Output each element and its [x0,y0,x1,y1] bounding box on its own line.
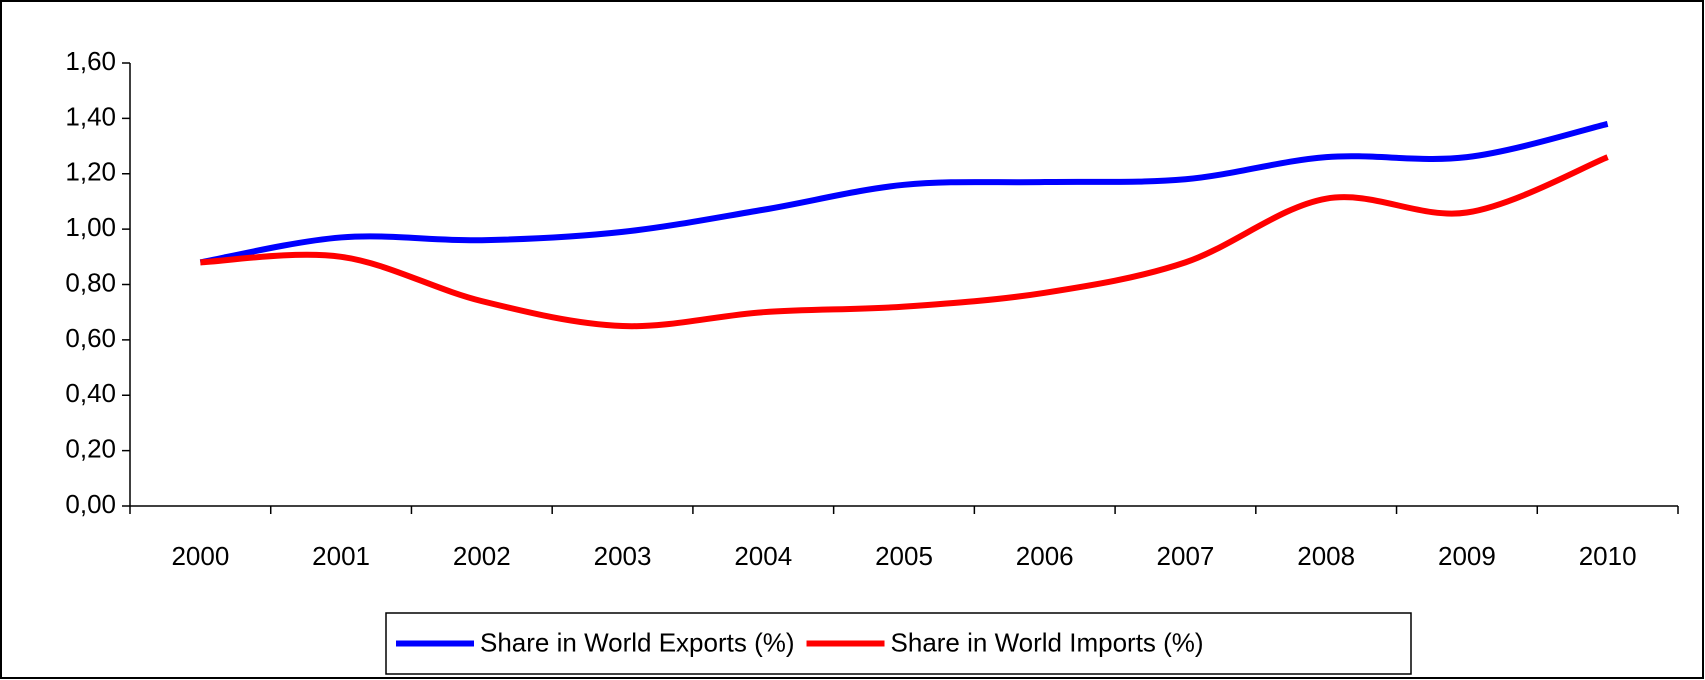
y-tick-label: 1,20 [65,157,116,187]
y-tick-label: 0,60 [65,323,116,353]
y-tick-label: 1,00 [65,212,116,242]
x-tick-label: 2004 [734,541,792,571]
y-tick-label: 0,00 [65,489,116,519]
data-line [200,154,1609,330]
legend-box [385,612,1412,675]
x-tick-label: 2001 [312,541,370,571]
x-tick-label: 2000 [171,541,229,571]
data-line [199,120,1609,266]
x-tick-label: 2008 [1297,541,1355,571]
legend-label: Share in World Imports (%) [891,627,1204,657]
x-tick-label: 2006 [1016,541,1074,571]
x-tick-label: 2003 [594,541,652,571]
x-tick-label: 2009 [1438,541,1496,571]
y-tick-label: 0,40 [65,378,116,408]
legend-label: Share in World Exports (%) [480,627,795,657]
x-tick-label: 2007 [1157,541,1215,571]
y-tick-label: 1,60 [65,46,116,76]
y-tick-label: 0,20 [65,434,116,464]
y-tick-label: 0,80 [65,267,116,297]
x-tick-label: 2005 [875,541,933,571]
x-tick-label: 2002 [453,541,511,571]
x-tick-label: 2010 [1579,541,1637,571]
y-tick-label: 1,40 [65,101,116,131]
